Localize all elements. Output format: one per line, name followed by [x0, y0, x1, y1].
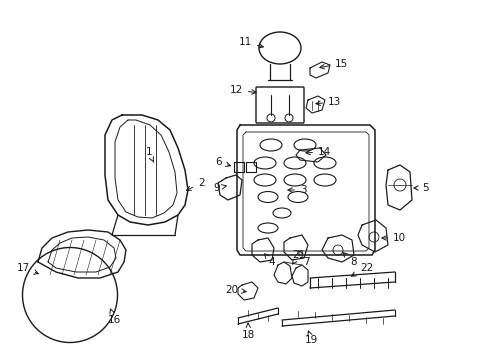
Text: 14: 14 [305, 147, 330, 157]
Text: 4: 4 [264, 254, 274, 267]
Text: 20: 20 [224, 285, 245, 295]
Text: 10: 10 [381, 233, 406, 243]
Text: 11: 11 [238, 37, 263, 48]
Text: 7: 7 [298, 251, 309, 267]
Text: 13: 13 [315, 97, 341, 107]
Text: 9: 9 [213, 183, 226, 193]
Text: 5: 5 [413, 183, 428, 193]
Text: 22: 22 [351, 263, 372, 276]
Text: 12: 12 [229, 85, 256, 95]
Text: 15: 15 [319, 59, 347, 69]
Text: 17: 17 [17, 263, 38, 274]
Text: 18: 18 [242, 323, 255, 340]
Text: 16: 16 [108, 309, 121, 325]
Text: 1: 1 [145, 147, 153, 162]
Text: 19: 19 [305, 331, 318, 345]
Text: 6: 6 [215, 157, 230, 167]
Text: 2: 2 [186, 178, 204, 190]
Text: 21: 21 [291, 250, 305, 264]
Text: 8: 8 [342, 253, 356, 267]
Text: 3: 3 [287, 185, 306, 195]
